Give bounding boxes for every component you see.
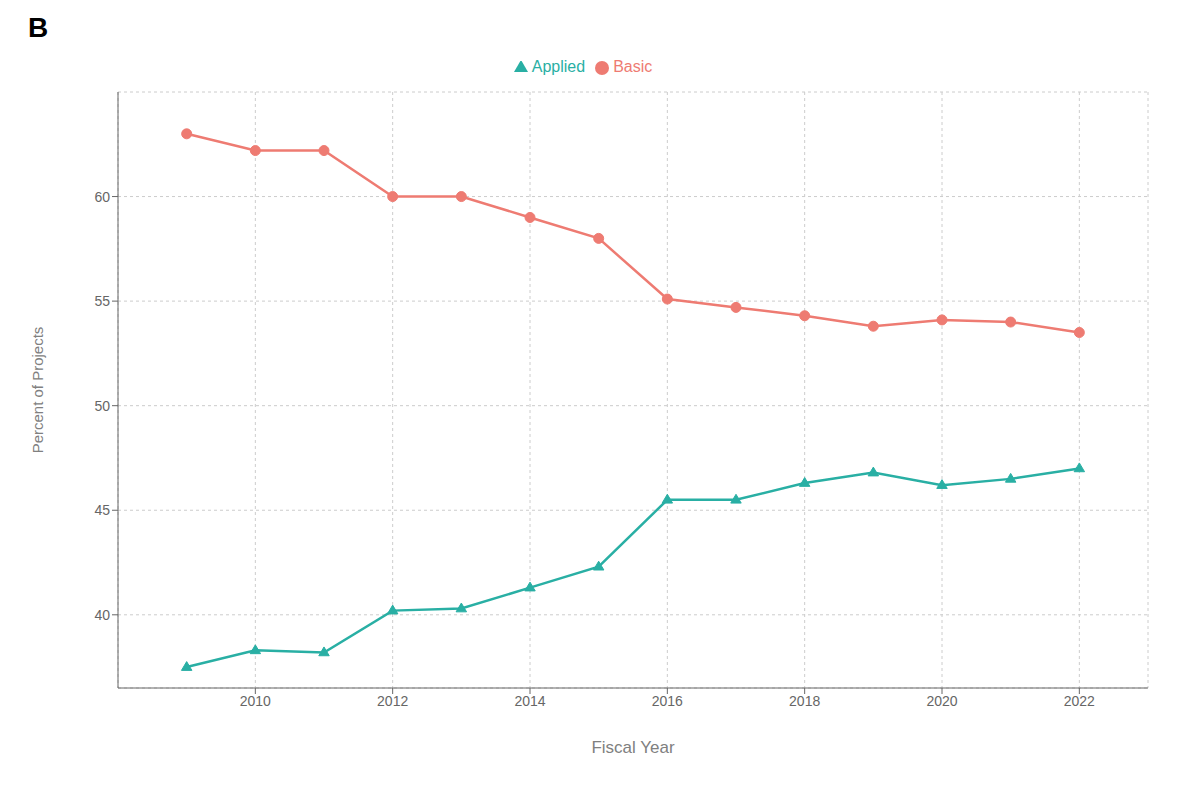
html-text:Applied: Applied — [531, 58, 586, 75]
svg-text:50: 50 — [94, 398, 110, 414]
svg-text:2020: 2020 — [926, 693, 957, 709]
svg-text:2012: 2012 — [377, 693, 408, 709]
html-text:Basic: Basic — [613, 58, 653, 75]
svg-text:60: 60 — [94, 189, 110, 205]
svg-text:40: 40 — [94, 607, 110, 623]
svg-text:2022: 2022 — [1064, 693, 1095, 709]
svg-text:2016: 2016 — [652, 693, 683, 709]
svg-text:45: 45 — [94, 502, 110, 518]
svg-text:2010: 2010 — [240, 693, 271, 709]
html-text:B: B — [28, 12, 49, 43]
svg-text:55: 55 — [94, 293, 110, 309]
svg-text:2018: 2018 — [789, 693, 820, 709]
svg-text:Fiscal Year: Fiscal Year — [591, 738, 674, 757]
svg-text:2014: 2014 — [514, 693, 545, 709]
svg-text:Percent of Projects: Percent of Projects — [29, 327, 46, 454]
